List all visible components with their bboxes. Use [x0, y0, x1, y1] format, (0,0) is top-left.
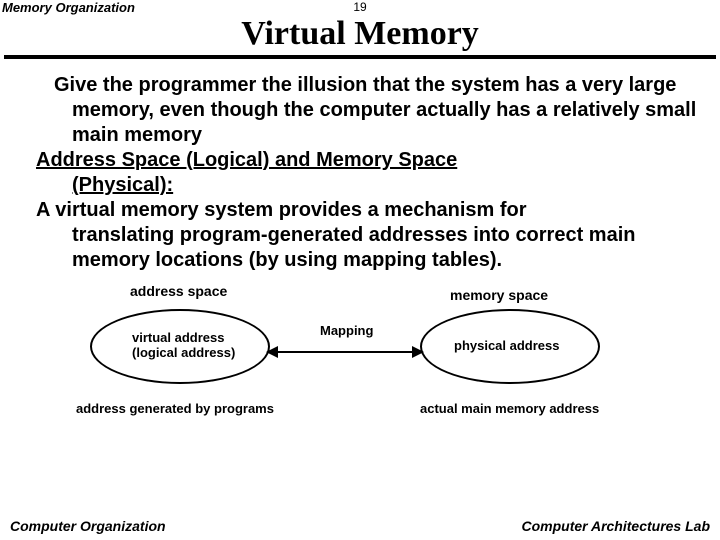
virtual-address-label: virtual address (logical address): [132, 331, 235, 361]
header-top: Memory Organization 19: [0, 0, 720, 15]
footer-left: Computer Organization: [10, 518, 166, 534]
virtual-line1: virtual address: [132, 330, 225, 345]
paragraph-2b: (Physical):: [72, 173, 704, 198]
physical-address-label: physical address: [454, 339, 560, 354]
mapping-label: Mapping: [320, 323, 373, 338]
footer-right: Computer Architectures Lab: [521, 518, 710, 534]
paragraph-1: Give the programmer the illusion that th…: [72, 73, 704, 148]
diagram: address space memory space virtual addre…: [0, 279, 720, 449]
virtual-line2: (logical address): [132, 345, 235, 360]
page-number: 19: [340, 0, 380, 15]
label-address-space: address space: [130, 283, 227, 299]
slide-title: Virtual Memory: [0, 15, 720, 55]
footer: Computer Organization Computer Architect…: [0, 518, 720, 534]
caption-right: actual main memory address: [420, 401, 599, 416]
title-rule: [4, 55, 716, 59]
mapping-arrow-line: [276, 351, 414, 353]
header-left: Memory Organization: [2, 0, 340, 15]
caption-left: address generated by programs: [76, 401, 274, 416]
arrow-head-right-icon: [412, 346, 424, 358]
paragraph-2a: Address Space (Logical) and Memory Space: [36, 148, 704, 173]
paragraph-3a: A virtual memory system provides a mecha…: [36, 198, 704, 223]
label-memory-space: memory space: [450, 287, 548, 303]
arrow-head-left-icon: [266, 346, 278, 358]
slide-content: Give the programmer the illusion that th…: [0, 69, 720, 273]
header-spacer: [380, 0, 718, 15]
paragraph-3b: translating program-generated addresses …: [72, 223, 704, 273]
